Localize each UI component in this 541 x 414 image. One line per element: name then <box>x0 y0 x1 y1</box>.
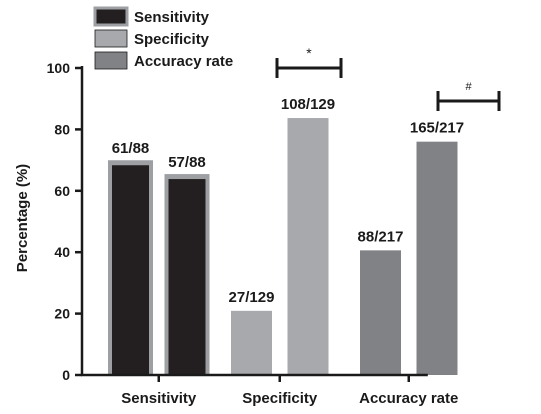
y-tick-label: 100 <box>47 60 71 76</box>
legend: Sensitivity Specificity Accuracy rate <box>93 6 233 70</box>
legend-label: Specificity <box>134 31 210 48</box>
legend-swatch <box>93 6 129 27</box>
data-label: 27/129 <box>229 289 275 306</box>
x-tick-label: Sensitivity <box>121 390 197 407</box>
legend-label: Sensitivity <box>134 9 210 26</box>
y-tick-label: 60 <box>54 183 70 199</box>
significance-markers: *# <box>275 45 501 111</box>
y-axis: 0 20 40 60 80 100 <box>47 60 84 383</box>
data-label: 108/129 <box>281 96 335 113</box>
data-label: 61/88 <box>112 140 150 157</box>
x-tick-label: Accuracy rate <box>359 390 458 407</box>
bar-sensitivity-2 <box>168 179 206 375</box>
bar-accuracy-rate-1 <box>360 250 401 375</box>
bars <box>108 118 458 375</box>
significance-symbol: # <box>465 81 472 93</box>
legend-swatch <box>94 29 128 48</box>
bar-labels: 61/88 57/88 27/129 108/129 88/217 165/217 <box>112 96 464 306</box>
data-label: 165/217 <box>410 120 464 137</box>
bar-specificity-1 <box>231 310 272 375</box>
y-tick-label: 0 <box>62 367 70 383</box>
bar-accuracy-rate-2 <box>416 141 458 375</box>
y-tick-label: 40 <box>54 244 70 260</box>
x-axis: Sensitivity Specificity Accuracy rate <box>81 373 458 407</box>
legend-swatch <box>94 51 128 70</box>
data-label: 57/88 <box>168 154 206 171</box>
bar-sensitivity-1 <box>112 165 149 375</box>
data-label: 88/217 <box>358 228 404 245</box>
legend-label: Accuracy rate <box>134 53 233 70</box>
y-tick-label: 80 <box>54 121 70 137</box>
y-axis-label: Percentage (%) <box>14 164 31 272</box>
y-tick-label: 20 <box>54 306 70 322</box>
significance-symbol: * <box>306 45 312 61</box>
x-tick-label: Specificity <box>242 390 318 407</box>
bar-specificity-2 <box>287 118 329 375</box>
